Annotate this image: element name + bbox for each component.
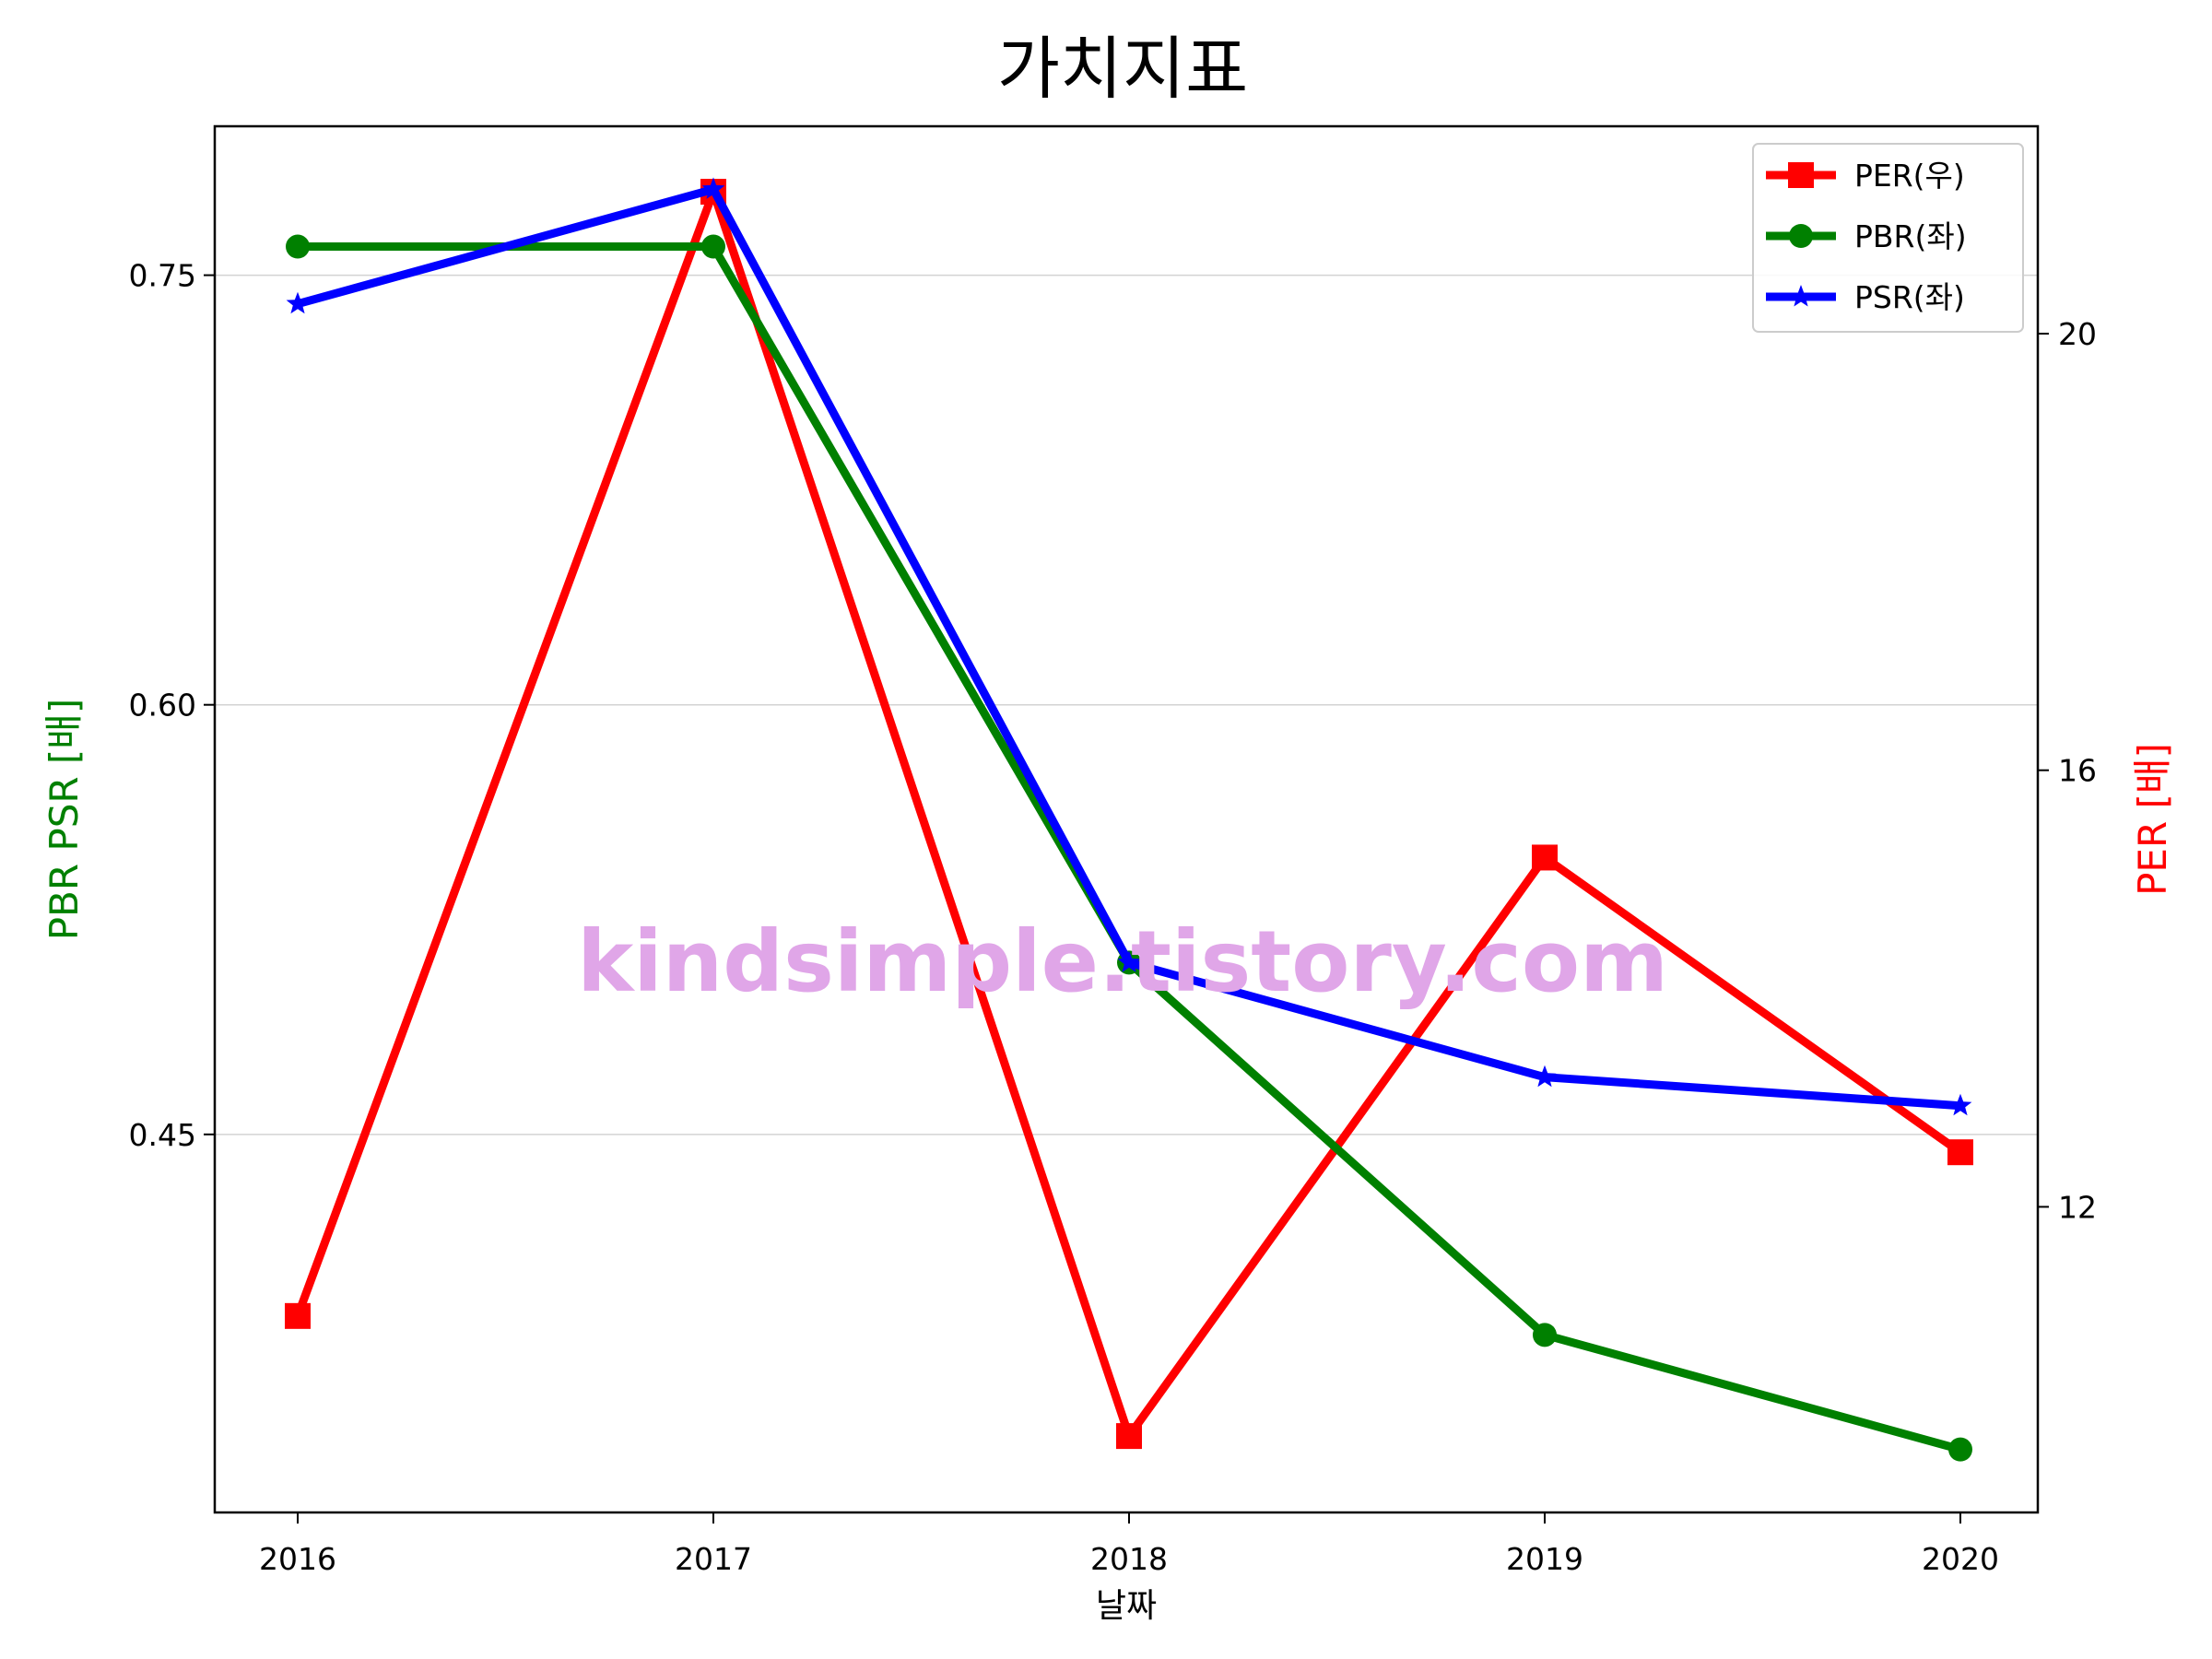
series-2-point-2018 — [1117, 950, 1141, 972]
x-tick-label-2019: 2019 — [1506, 1541, 1583, 1577]
y-left-tick-label-0.60: 0.60 — [129, 688, 196, 724]
legend-label-0: PER(우) — [1854, 158, 1965, 194]
right-y-axis: 12 16 20 — [2038, 316, 2097, 1225]
series-1-point-2017 — [701, 234, 725, 259]
y-right-tick-label-12: 12 — [2058, 1189, 2097, 1225]
x-tick-label-2016: 2016 — [259, 1541, 336, 1577]
series-0-point-2018 — [1116, 1423, 1142, 1450]
series-2 — [286, 177, 1972, 1116]
legend-box — [1752, 143, 2024, 333]
series-2-point-2017 — [701, 177, 725, 199]
legend: PER(우) PBR(좌) PSR(좌) — [1752, 143, 2024, 333]
legend-label-2: PSR(좌) — [1854, 279, 1965, 315]
x-tick-label-2020: 2020 — [1922, 1541, 1999, 1577]
legend-marker-0 — [1788, 162, 1814, 188]
left-y-axis: 0.45 0.60 0.75 — [129, 258, 215, 1153]
y-left-tick-label-0.75: 0.75 — [129, 258, 196, 294]
chart-title: 가치지표 — [997, 29, 1248, 109]
series-2-point-2016 — [286, 291, 310, 314]
plot-frame — [213, 124, 2040, 1514]
right-y-axis-label: PER [배] — [2130, 743, 2175, 896]
legend-label-1: PBR(좌) — [1854, 218, 1967, 254]
gridlines — [215, 274, 2038, 1135]
series-1-point-2020 — [1948, 1437, 1972, 1462]
series-2-point-2019 — [1533, 1065, 1557, 1088]
left-y-axis-label: PBR PSR [배] — [41, 699, 87, 941]
y-right-tick-label-16: 16 — [2058, 753, 2097, 789]
legend-marker-1 — [1789, 224, 1813, 248]
series-0-point-2020 — [1947, 1139, 1973, 1166]
series-1-point-2019 — [1533, 1323, 1557, 1347]
x-tick-label-2018: 2018 — [1090, 1541, 1168, 1577]
series-0-point-2019 — [1532, 844, 1558, 871]
series-2-point-2020 — [1948, 1093, 1972, 1116]
watermark-layer: kindsimple.tistory.com — [577, 912, 1668, 1011]
y-right-tick-label-20: 20 — [2058, 316, 2097, 352]
legend-marker-2 — [1789, 285, 1813, 307]
y-left-tick-label-0.45: 0.45 — [129, 1117, 196, 1153]
x-tick-label-2017: 2017 — [675, 1541, 752, 1577]
series-1-point-2016 — [286, 234, 310, 259]
series-0-point-2016 — [285, 1302, 311, 1329]
series-lines — [285, 177, 1973, 1462]
x-axis: 2016 2017 2018 2019 2020 — [259, 1512, 1999, 1577]
x-axis-label: 날짜 — [1096, 1587, 1157, 1625]
watermark-text: kindsimple.tistory.com — [577, 912, 1668, 1011]
